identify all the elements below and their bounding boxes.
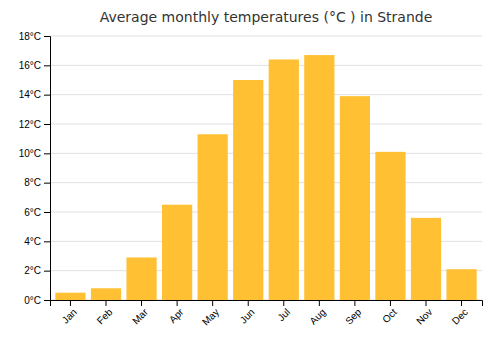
tick-mark — [212, 300, 213, 306]
tick-label: 14°C — [19, 89, 41, 100]
chart: 0°C 2°C 4°C 6°C 8°C 10°C 12°C 14°C 16°C 18°C Jan Fe… — [0, 0, 500, 350]
tick-mark — [44, 241, 50, 242]
tick-label: Aug — [307, 306, 327, 326]
tick-mark — [461, 300, 462, 306]
tick: Nov — [414, 300, 434, 327]
tick-mark — [141, 300, 142, 306]
y-axis: 0°C 2°C 4°C 6°C 8°C 10°C 12°C 14°C 16°C 18°C — [19, 31, 51, 306]
tick-label: Sep — [343, 306, 364, 327]
bar — [233, 80, 263, 300]
grid-line — [50, 36, 482, 37]
tick-mark — [44, 183, 50, 184]
tick: 12°C — [19, 119, 50, 130]
tick: Mar — [130, 300, 150, 326]
bar — [304, 55, 334, 300]
tick-label: Nov — [414, 306, 434, 326]
tick-label: Jan — [60, 306, 79, 325]
tick-label: 4°C — [24, 236, 41, 247]
bar — [446, 269, 476, 300]
tick-label: 8°C — [24, 177, 41, 188]
tick: 4°C — [24, 236, 50, 247]
bars — [55, 55, 476, 300]
axis-line — [44, 37, 51, 301]
tick: Aug — [307, 300, 327, 327]
tick: Dec — [450, 300, 470, 327]
tick: Jun — [238, 300, 257, 326]
grid-line — [50, 153, 482, 154]
tick-mark — [44, 65, 50, 66]
bar — [126, 257, 156, 300]
tick-label: 18°C — [19, 31, 41, 42]
tick-label: 2°C — [24, 265, 41, 276]
tick-mark — [44, 271, 50, 272]
tick-label: Oct — [380, 306, 399, 325]
tick-mark — [44, 36, 50, 37]
tick: 14°C — [19, 89, 50, 100]
bar — [411, 218, 441, 300]
tick: Sep — [343, 300, 364, 327]
bar — [91, 288, 121, 300]
tick: Oct — [380, 300, 399, 325]
tick: 2°C — [24, 265, 50, 276]
tick-mark — [106, 300, 107, 306]
tick-mark — [44, 124, 50, 125]
bar — [269, 59, 299, 300]
bar — [340, 96, 370, 300]
bar — [198, 134, 228, 300]
tick: 10°C — [19, 148, 50, 159]
axis-line — [51, 301, 483, 307]
tick: 8°C — [24, 177, 50, 188]
tick-mark — [248, 300, 249, 306]
grid-line — [50, 212, 482, 213]
tick-mark — [283, 300, 284, 306]
grid — [50, 36, 482, 300]
x-axis: Jan Feb Mar Apr May Jun Jul Aug Sep Oct Nov Dec — [51, 300, 483, 328]
tick-mark — [44, 153, 50, 154]
tick: May — [200, 300, 221, 328]
tick-mark — [44, 300, 50, 301]
tick-label: 12°C — [19, 119, 41, 130]
tick: Jul — [275, 300, 292, 323]
tick-mark — [319, 300, 320, 306]
tick: Apr — [167, 300, 186, 325]
grid-line — [50, 182, 482, 183]
title: Average monthly temperatures (°C ) in St… — [100, 9, 433, 25]
tick-mark — [390, 300, 391, 306]
tick-label: 6°C — [24, 207, 41, 218]
tick: Feb — [95, 300, 115, 326]
tick: 16°C — [19, 60, 50, 71]
tick-label: Feb — [95, 306, 115, 326]
grid-line — [50, 94, 482, 95]
tick-label: May — [200, 306, 221, 327]
grid-line — [50, 65, 482, 66]
bar — [162, 205, 192, 300]
tick-label: 0°C — [24, 295, 41, 306]
tick-label: Dec — [450, 306, 470, 326]
tick-mark — [354, 300, 355, 306]
tick-mark — [44, 95, 50, 96]
tick: 0°C — [24, 295, 50, 306]
bar — [375, 152, 405, 300]
tick-label: Jul — [275, 306, 292, 323]
tick-label: Apr — [167, 306, 186, 325]
bar — [55, 293, 85, 300]
tick: 18°C — [19, 31, 50, 42]
tick-label: 16°C — [19, 60, 41, 71]
tick: 6°C — [24, 207, 50, 218]
tick-label: 10°C — [19, 148, 41, 159]
tick-mark — [70, 300, 71, 306]
grid-line — [50, 124, 482, 125]
tick-mark — [44, 212, 50, 213]
plot: 0°C 2°C 4°C 6°C 8°C 10°C 12°C 14°C 16°C 18°C Jan Fe… — [19, 31, 483, 328]
tick-label: Jun — [238, 306, 257, 325]
tick-mark — [426, 300, 427, 306]
tick-label: Mar — [130, 306, 150, 326]
tick: Jan — [60, 300, 79, 326]
tick-mark — [177, 300, 178, 306]
